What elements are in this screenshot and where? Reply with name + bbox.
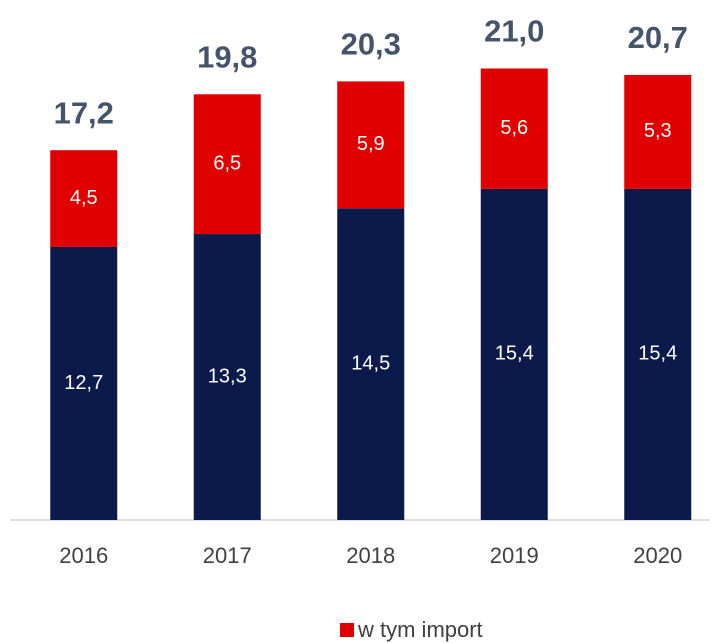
segment-label: 13,3 bbox=[208, 365, 247, 387]
segment-label: 6,5 bbox=[213, 152, 241, 174]
legend-label: w tym import bbox=[357, 617, 483, 642]
segment-label: 4,5 bbox=[70, 187, 98, 209]
segment-label: 15,4 bbox=[638, 343, 677, 365]
bar-segment bbox=[50, 150, 118, 247]
x-tick-label: 2019 bbox=[490, 543, 539, 568]
total-label: 20,3 bbox=[341, 27, 401, 62]
bar-segment bbox=[50, 246, 118, 520]
bar-segment bbox=[624, 188, 692, 520]
segment-label: 5,6 bbox=[500, 117, 528, 139]
bar-segment bbox=[193, 94, 261, 235]
total-label: 19,8 bbox=[197, 39, 257, 74]
bar-segment bbox=[480, 68, 548, 189]
total-label: 21,0 bbox=[484, 14, 544, 49]
bar-segment bbox=[193, 234, 261, 521]
x-tick-label: 2020 bbox=[633, 543, 682, 568]
legend-swatch bbox=[340, 623, 354, 637]
total-label: 20,7 bbox=[628, 20, 688, 55]
bar-segment bbox=[480, 188, 548, 520]
segment-label: 14,5 bbox=[351, 352, 390, 374]
x-tick-label: 2016 bbox=[59, 543, 108, 568]
segment-label: 5,3 bbox=[644, 120, 672, 142]
total-label: 17,2 bbox=[54, 95, 114, 130]
x-tick-label: 2018 bbox=[346, 543, 395, 568]
segment-label: 12,7 bbox=[64, 372, 103, 394]
bar-segment bbox=[337, 208, 405, 520]
segment-label: 5,9 bbox=[357, 133, 385, 155]
bar-segment bbox=[337, 81, 405, 209]
segment-label: 15,4 bbox=[495, 343, 534, 365]
x-tick-label: 2017 bbox=[203, 543, 252, 568]
bar-segment bbox=[624, 74, 692, 189]
